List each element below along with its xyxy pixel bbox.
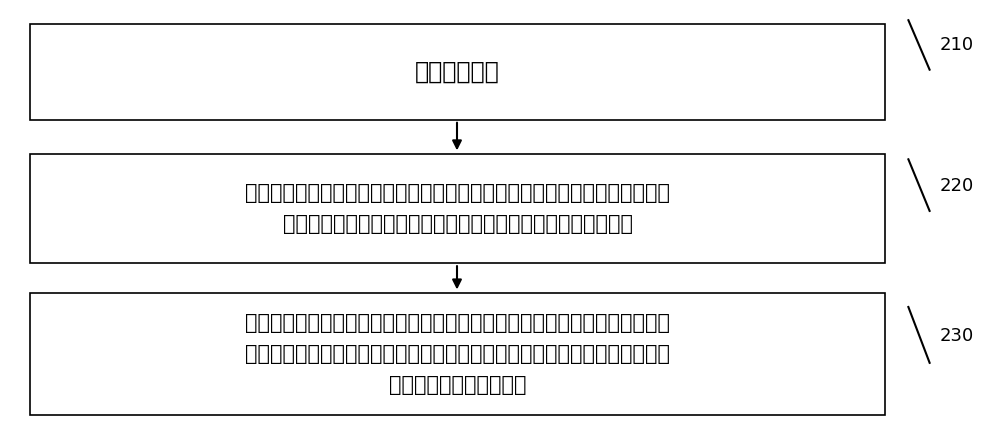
FancyBboxPatch shape xyxy=(30,24,885,120)
FancyBboxPatch shape xyxy=(30,293,885,415)
Text: 230: 230 xyxy=(940,327,974,345)
Text: 根据检测结果和各帧数据间的时序信息，建立各帧数据中同一个待标注物体间
的关联关系，其中，所述关联关系作为连续帧数据的预标注结果，用于在标注
端根据修正指令进行修: 根据检测结果和各帧数据间的时序信息，建立各帧数据中同一个待标注物体间 的关联关系… xyxy=(245,313,670,395)
FancyBboxPatch shape xyxy=(30,154,885,263)
Text: 220: 220 xyxy=(940,177,974,195)
Text: 获取标注任务: 获取标注任务 xyxy=(415,59,500,84)
Text: 读取连续帧数据，并根据标注任务，对连续帧数据中的每一帧数据进行目标检
测，将得到的每帧数据中待标注物体的类别和位置作为检测结果: 读取连续帧数据，并根据标注任务，对连续帧数据中的每一帧数据进行目标检 测，将得到… xyxy=(245,183,670,234)
Text: 210: 210 xyxy=(940,36,974,54)
